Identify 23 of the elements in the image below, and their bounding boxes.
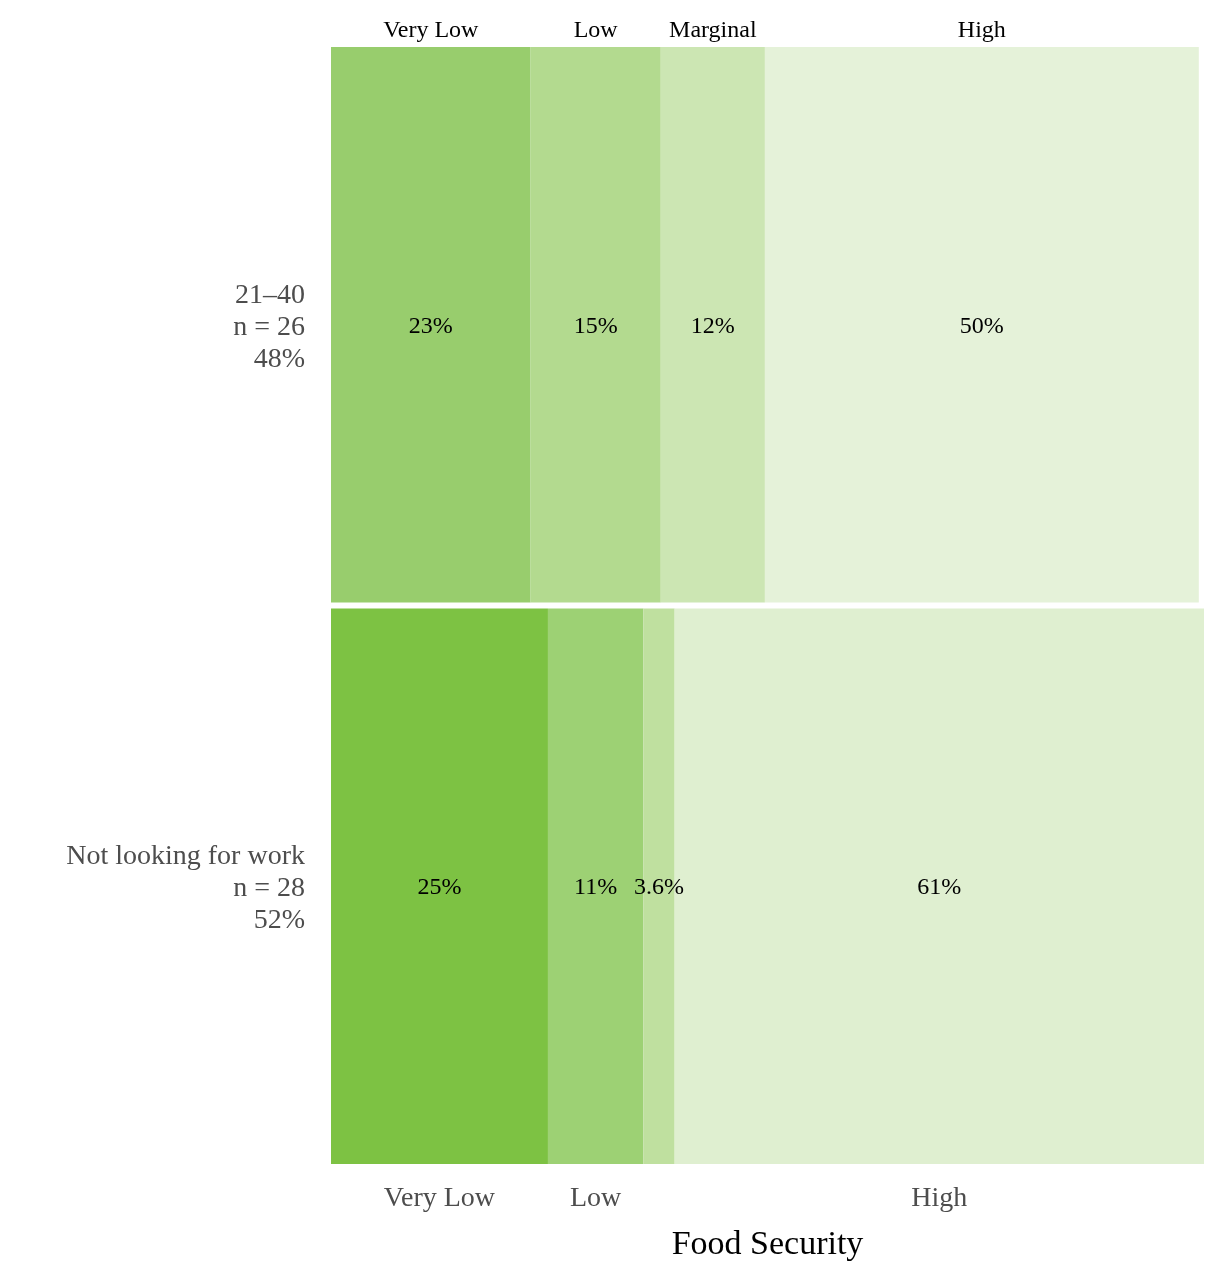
bar: [331, 608, 548, 1164]
data-label: 3.6%: [634, 873, 685, 900]
text: Low: [570, 1181, 622, 1212]
data-label: 61%: [917, 873, 962, 900]
bar: [331, 47, 531, 603]
series-label: High: [957, 16, 1006, 42]
y-tick-label: 21–40 n = 26 48%: [233, 277, 305, 373]
data-label: 25%: [417, 873, 462, 900]
y-tick-label: Not looking for work n = 28 52%: [66, 838, 305, 934]
series-label: Very Low: [383, 16, 480, 42]
data-label: 12%: [690, 311, 735, 338]
series-label: Low: [573, 16, 619, 42]
bar: [660, 47, 765, 603]
bar: [764, 47, 1199, 603]
series-label: Marginal: [669, 16, 757, 42]
bar: [530, 47, 661, 603]
data-label: 50%: [959, 311, 1004, 338]
data-label: 15%: [573, 311, 618, 338]
text: High: [911, 1181, 968, 1212]
data-label: 23%: [408, 311, 453, 338]
data-label: 11%: [574, 873, 618, 900]
x-axis-title: Food Security: [671, 1224, 864, 1261]
text: Very Low: [383, 1181, 496, 1212]
